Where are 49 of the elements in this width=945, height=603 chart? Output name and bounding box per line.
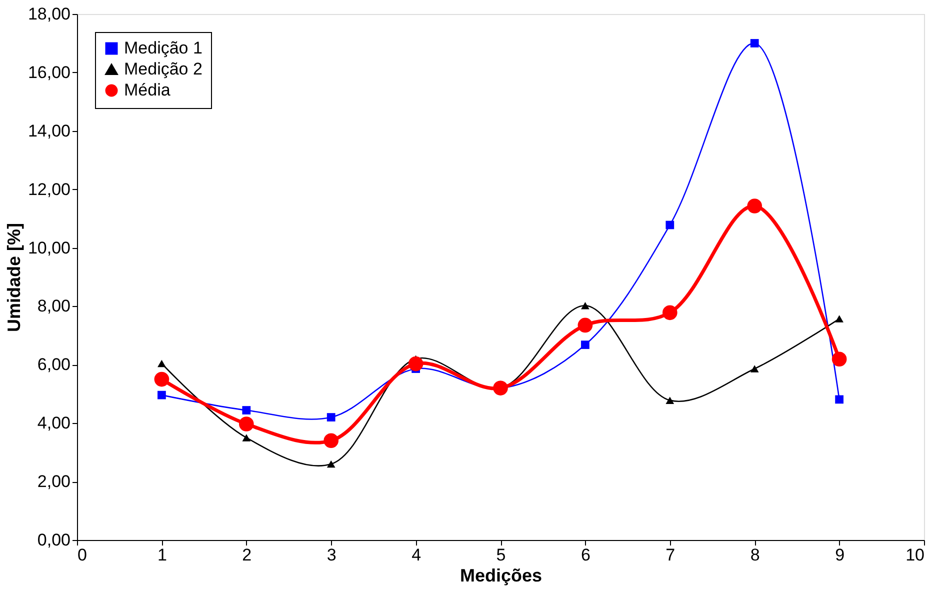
point bbox=[581, 302, 590, 310]
point bbox=[747, 198, 762, 214]
point bbox=[578, 318, 593, 333]
x-tick-label: 10 bbox=[906, 546, 924, 564]
y-tick-label: 6,00 bbox=[37, 355, 70, 374]
legend-label: Média bbox=[124, 80, 171, 100]
y-tick-label: 16,00 bbox=[28, 62, 70, 82]
y-axis-title: Umidade [%] bbox=[4, 222, 24, 332]
x-tick-label: 6 bbox=[580, 546, 590, 564]
x-tick-label: 8 bbox=[750, 546, 760, 564]
point bbox=[750, 39, 759, 48]
x-tick-label: 0 bbox=[78, 546, 87, 564]
point bbox=[158, 390, 166, 400]
x-tick-label: 9 bbox=[835, 546, 845, 564]
point bbox=[832, 352, 847, 367]
point bbox=[493, 380, 508, 396]
point bbox=[154, 372, 170, 387]
y-tick-label: 18,00 bbox=[28, 4, 70, 24]
point bbox=[750, 365, 759, 372]
y-tick-label: 0,00 bbox=[37, 530, 70, 550]
point bbox=[242, 406, 251, 414]
point bbox=[666, 220, 674, 230]
point bbox=[835, 395, 844, 404]
point bbox=[581, 340, 590, 349]
x-tick-label: 5 bbox=[496, 546, 506, 564]
point bbox=[666, 396, 674, 404]
point bbox=[662, 305, 678, 320]
y-tick-label: 12,00 bbox=[28, 180, 70, 199]
x-tick-label: 4 bbox=[412, 546, 422, 564]
y-tick-label: 14,00 bbox=[28, 121, 70, 140]
point bbox=[326, 460, 336, 468]
point bbox=[408, 356, 424, 372]
point bbox=[835, 315, 844, 322]
legend-label: Medição 1 bbox=[124, 38, 202, 58]
legend-label: Medição 2 bbox=[124, 60, 202, 78]
point bbox=[238, 416, 254, 432]
y-tick-label: 2,00 bbox=[37, 472, 70, 492]
x-tick-label: 7 bbox=[666, 546, 676, 564]
x-tick-label: 2 bbox=[242, 546, 252, 564]
point bbox=[158, 360, 166, 368]
point bbox=[324, 433, 339, 448]
x-tick-label: 3 bbox=[326, 546, 336, 564]
y-tick-label: 8,00 bbox=[37, 296, 70, 316]
y-tick-label: 10,00 bbox=[28, 238, 70, 258]
point bbox=[242, 434, 251, 442]
y-tick-label: 4,00 bbox=[37, 414, 70, 433]
x-axis-title: Medições bbox=[460, 566, 542, 586]
point bbox=[326, 413, 336, 422]
x-tick-label: 1 bbox=[157, 546, 167, 564]
